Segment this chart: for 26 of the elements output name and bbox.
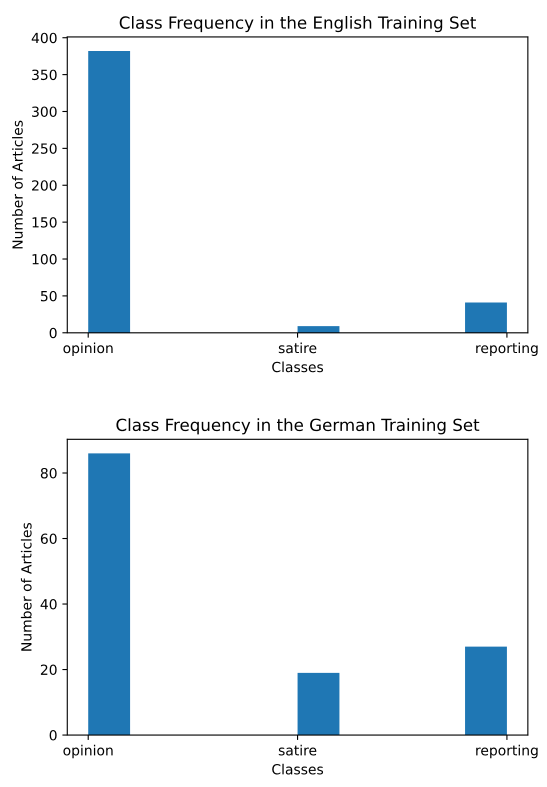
y-tick-label: 200 (32, 180, 57, 191)
y-tick-label: 80 (40, 468, 57, 478)
x-tick-label: reporting (476, 342, 538, 356)
y-tick-label: 60 (40, 533, 57, 544)
x-tick-label: satire (278, 342, 316, 354)
x-tick-label: opinion (63, 744, 113, 758)
y-axis-title: Number of Articles (12, 120, 23, 248)
x-tick-label: reporting (476, 744, 538, 758)
y-tick-label: 400 (32, 32, 57, 44)
x-axis-title: Classes (272, 362, 324, 372)
y-tick-label: 150 (32, 217, 57, 228)
x-axis-title: Classes (272, 764, 324, 775)
chart-title: Class Frequency in the German Training Set (116, 418, 480, 434)
y-tick-label: 20 (40, 664, 57, 676)
y-tick-label: 100 (32, 254, 57, 264)
y-tick-label: 300 (32, 106, 57, 117)
y-tick-label: 250 (32, 143, 57, 154)
y-tick-label: 350 (32, 70, 57, 80)
y-tick-label: 40 (40, 599, 57, 610)
y-tick-label: 0 (50, 730, 57, 741)
y-axis-title: Number of Articles (20, 522, 32, 651)
y-tick-label: 0 (50, 328, 57, 338)
x-tick-label: opinion (63, 342, 113, 356)
x-tick-label: satire (278, 744, 316, 756)
y-tick-label: 50 (40, 290, 57, 302)
chart-title: Class Frequency in the English Training Set (120, 16, 476, 32)
